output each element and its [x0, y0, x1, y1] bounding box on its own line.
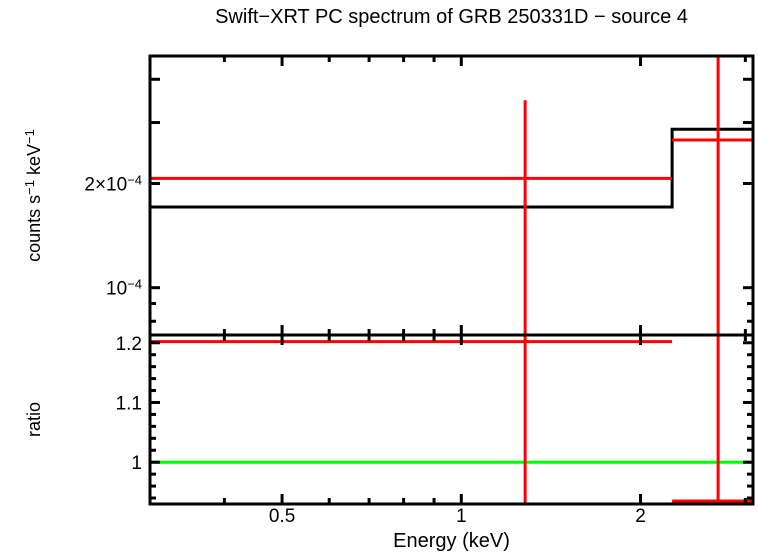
ratio-axis-title: ratio [24, 402, 44, 437]
panel-frame [148, 333, 755, 506]
y-tick-label: 10−4 [106, 277, 142, 300]
axis-labels-layer: 0.5 1 2 10−4 2×10−4 1 1.1 1.2 counts s−1 keV−1 ra… [22, 129, 646, 527]
counts-axis-title: counts s−1 keV−1 [22, 129, 44, 262]
x-tick-label: 1 [456, 506, 467, 527]
ratio-data-point [672, 335, 753, 504]
spectrum-data-point [672, 56, 753, 335]
data-points-layer [150, 56, 753, 504]
x-tick-label: 0.5 [269, 506, 295, 527]
frame-and-ticks-layer [148, 54, 755, 506]
y-tick-label: 2×10−4 [84, 172, 142, 195]
x-tick-label: 2 [635, 506, 646, 527]
panel-frame [148, 54, 755, 337]
model-line-layer [150, 127, 753, 209]
spectrum-data-point [150, 100, 673, 335]
model-histogram [150, 127, 753, 209]
y-tick-label: 1.1 [116, 393, 142, 414]
y-tick-label: 1.2 [116, 334, 142, 355]
x-axis-label: Energy (keV) [393, 530, 510, 552]
ratio-data-point [150, 335, 673, 504]
plot-title: Swift−XRT PC spectrum of GRB 250331D − s… [215, 6, 688, 28]
y-tick-label: 1 [131, 453, 142, 474]
